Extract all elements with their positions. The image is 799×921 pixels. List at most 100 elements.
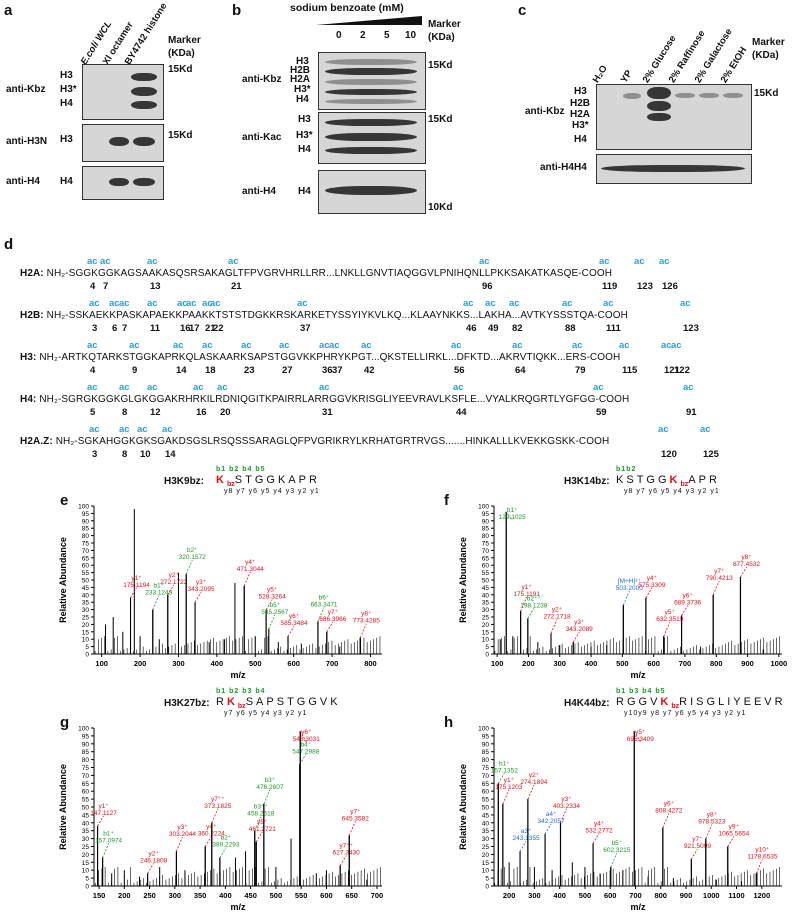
x-tick-label: 300 [553, 659, 566, 668]
peptide-residue: Kbz [660, 696, 680, 711]
peptide-sequence: KbzSTGGKAPR [216, 474, 320, 488]
x-tick-label: 1100 [728, 891, 744, 900]
x-tick-label: 700 [629, 891, 642, 900]
blot-a-kbz [82, 64, 164, 120]
residue-number: 36 [322, 365, 333, 376]
peak-label: b1⁺ [507, 507, 518, 514]
ac-mark: ac [202, 298, 213, 309]
x-tick-label: 1000 [771, 659, 788, 668]
ac-mark: ac [451, 340, 462, 351]
y-tick-label: 40 [482, 820, 490, 827]
ac-mark: ac [683, 382, 694, 393]
peptide-residue: Kbz [226, 696, 246, 711]
peptide-residue: G [706, 696, 719, 708]
peak-leader [185, 559, 193, 575]
peak-mz: 233.1249 [145, 590, 172, 597]
peak-leader [204, 836, 212, 847]
peak-mz: 274.1894 [520, 779, 547, 786]
panel-letter: f [444, 492, 449, 509]
ac-mark: ac [147, 256, 158, 267]
ac-mark: ac [700, 424, 711, 435]
y-tick-label: 60 [482, 789, 490, 796]
band-label: H3 [574, 86, 587, 97]
peak-mz: 528.3264 [259, 594, 286, 601]
peak-leader [691, 848, 698, 860]
ac-mark: ac [634, 256, 645, 267]
y-tick-label: 70 [82, 548, 90, 555]
peak-mz: 532.2772 [586, 827, 613, 834]
peak-mz: 686.3966 [319, 616, 346, 623]
band-label: H3* [294, 84, 311, 95]
peak-label: y6⁺ [664, 801, 675, 808]
conc-label: 2 [360, 30, 366, 41]
ac-mark: ac [228, 256, 239, 267]
peptide-residue: G [657, 474, 670, 486]
ac-mark: ac [177, 298, 188, 309]
y-tick-label: 100 [78, 726, 89, 733]
peak-label: b1⁺ [103, 831, 114, 838]
peak-label: b2⁺ [221, 835, 232, 842]
ac-mark: ac [593, 382, 604, 393]
antibody-label: anti-Kbz [6, 84, 46, 95]
peak-leader [147, 863, 154, 874]
x-tick-label: 300 [169, 891, 182, 900]
panel-letter: e [60, 492, 69, 509]
peptide-residue: G [266, 474, 278, 486]
y-tick-label: 5 [485, 876, 489, 883]
ac-mark: ac [453, 382, 464, 393]
peak-label: y4⁺ [594, 820, 605, 827]
residue-number: 8 [122, 407, 128, 418]
peak-leader [348, 821, 356, 836]
y-tick-label: 55 [82, 570, 90, 577]
y-tick-label: 30 [482, 607, 490, 614]
peak-leader [497, 773, 505, 784]
ac-mark: ac [202, 340, 213, 351]
peptide-residue: R [308, 474, 320, 486]
band-label: H3* [296, 130, 313, 141]
y-tick-label: 50 [482, 805, 490, 812]
residue-number: 49 [488, 323, 499, 334]
ac-mark: ac [100, 256, 111, 267]
peak-label: y8⁺ [361, 611, 372, 618]
ac-mark: ac [603, 298, 614, 309]
peak-leader [97, 815, 104, 827]
seq-h3: H3: NH₂-ARTKQTARKSTGGKAPRKQLASKAARKSAPST… [20, 352, 620, 363]
y-tick-label: 30 [82, 607, 90, 614]
y-tick-label: 35 [82, 828, 90, 835]
ac-mark: ac [162, 424, 173, 435]
peak-leader [544, 823, 552, 835]
marker-label: Marker (KDa) [428, 19, 461, 43]
peak-mz: 663.3471 [310, 601, 337, 608]
x-tick-label: 800 [654, 891, 667, 900]
ac-mark: ac [173, 340, 184, 351]
y-tick-label: 25 [482, 844, 490, 851]
seq-h4: H4: NH₂-SGRGKGGKGLGKGGAKRHRKILRDNIQGITKP… [20, 394, 629, 405]
peak-leader [255, 831, 263, 842]
ac-mark: ac [147, 382, 158, 393]
residue-number: 11 [150, 323, 161, 334]
peak-leader [560, 808, 567, 823]
band-label: H3 [296, 56, 309, 67]
y-tick-label: 15 [482, 860, 490, 867]
y-tick-label: 95 [482, 733, 490, 740]
peak-label: y2⁺ [552, 606, 563, 613]
panel-letter-b: b [232, 2, 242, 19]
residue-number: 120 [661, 449, 677, 460]
peak-leader [740, 566, 747, 578]
residue-number: 21 [205, 323, 216, 334]
y-tick-label: 65 [82, 781, 90, 788]
peak-mz: 689.3736 [674, 600, 701, 607]
spectrum-panel: f H3K14bz: KSTGGKbzAPR b1b2 y8 y7 y6 y5 y4 y… [404, 466, 796, 686]
residue-number: 12 [150, 407, 161, 418]
marker-label: Marker (KDa) [752, 37, 785, 61]
peak-label: y7⁺⁺ [211, 796, 225, 803]
blot-a-h4 [82, 166, 164, 200]
y-tick-label: 80 [482, 533, 490, 540]
band-label: H2B [290, 65, 311, 76]
y-tick-label: 0 [85, 652, 89, 659]
residue-number: 121 [664, 365, 680, 376]
peak-mz: 1178.6535 [747, 853, 778, 860]
band-label: H2A [570, 109, 591, 120]
marker-value: 15Kd [428, 114, 453, 125]
y-tick-label: 90 [482, 741, 490, 748]
